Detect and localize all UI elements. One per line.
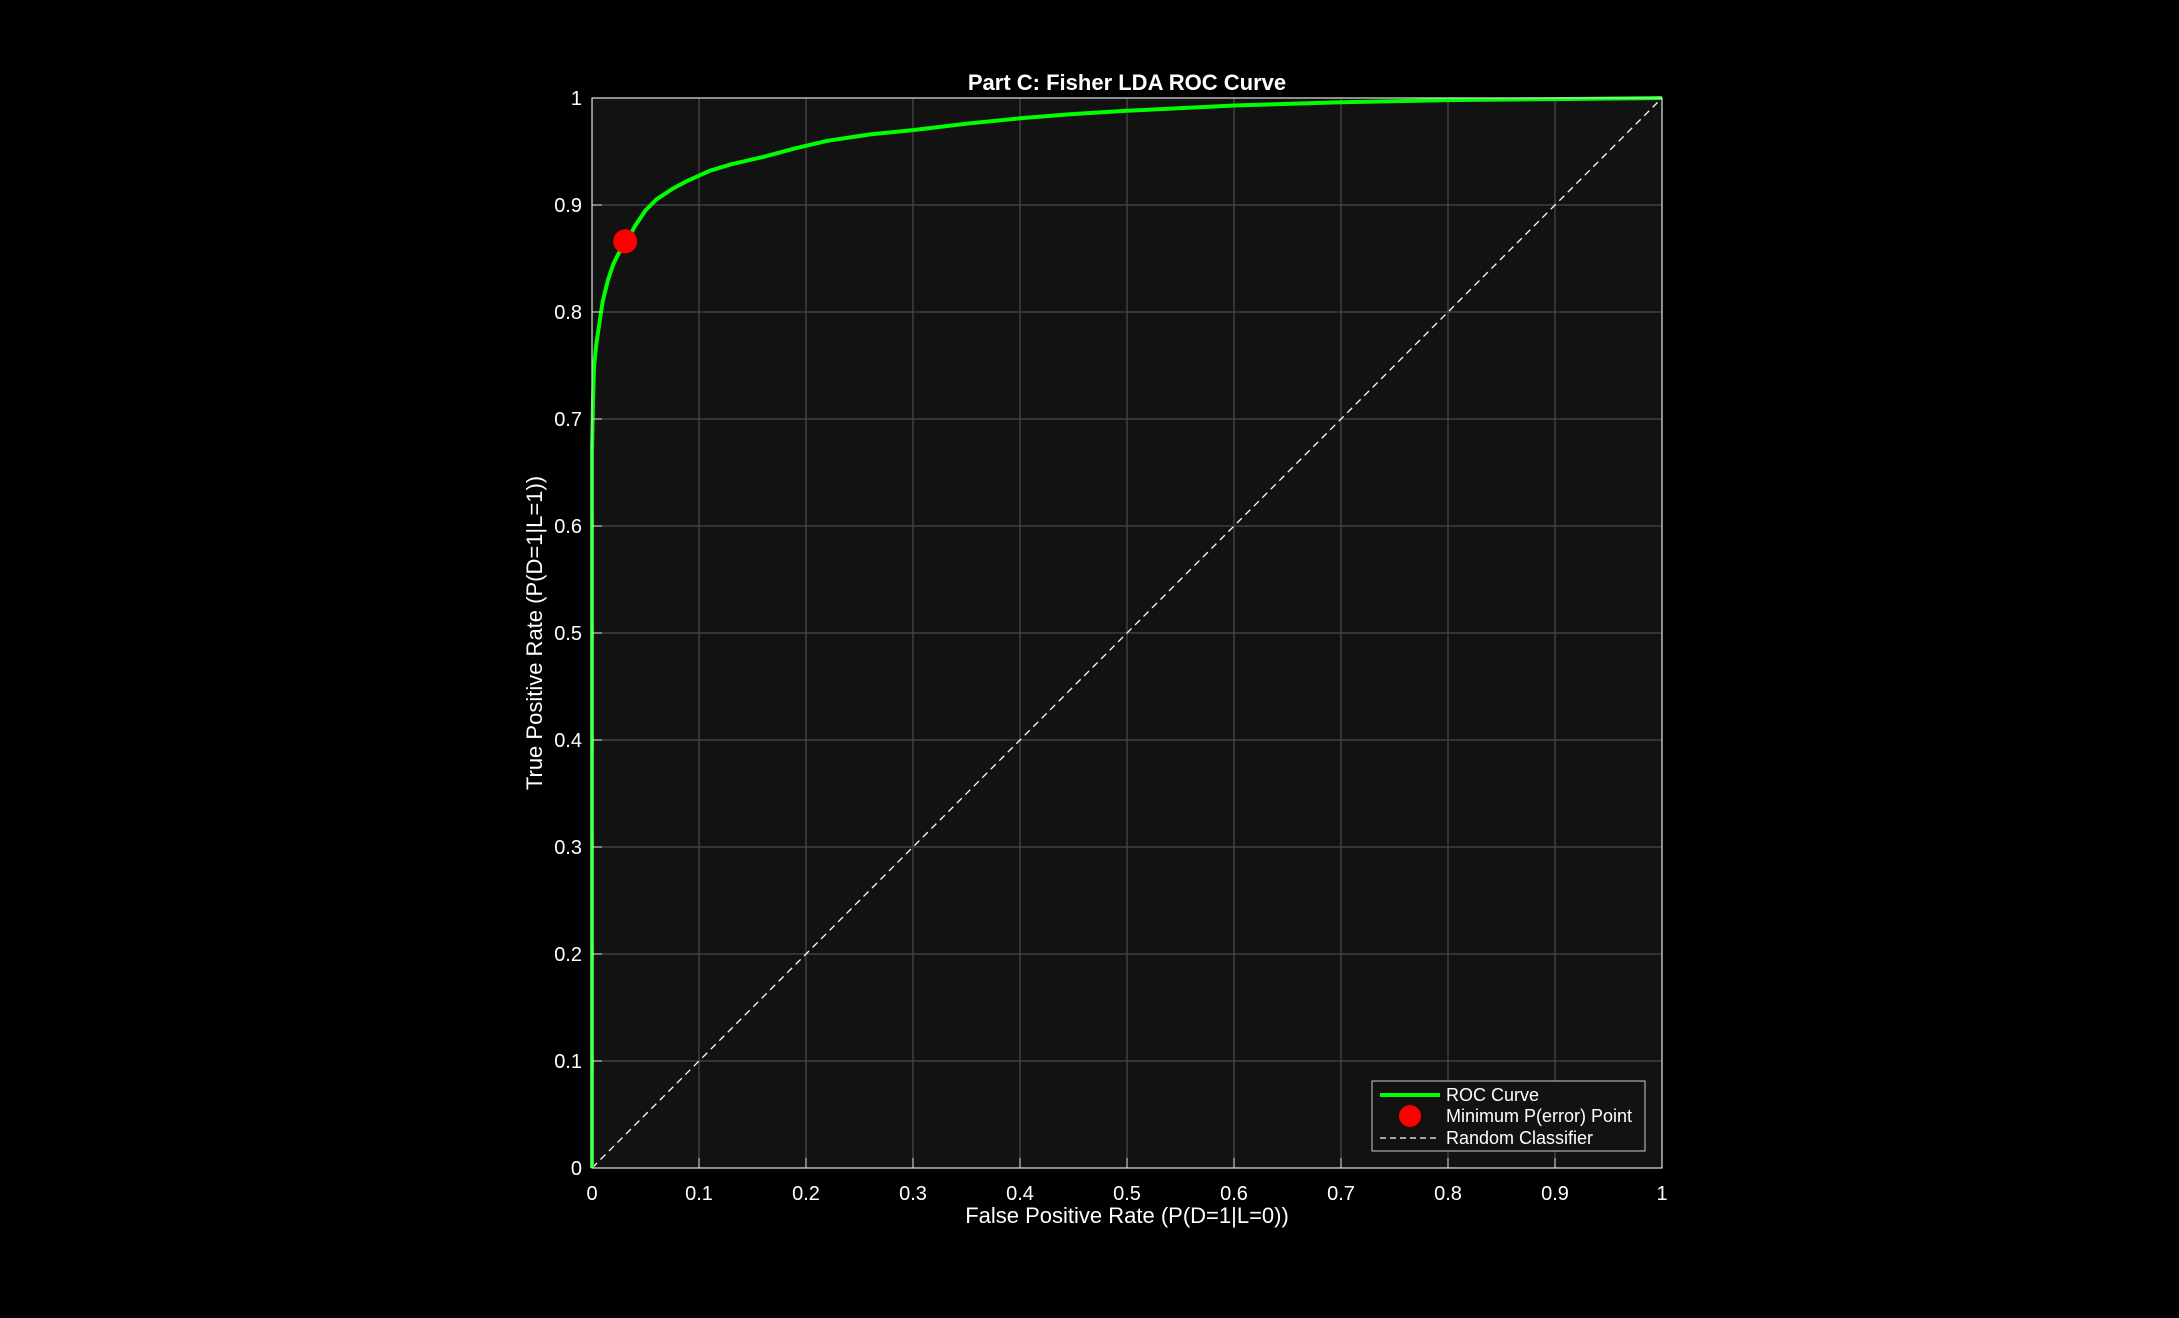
x-axis-label: False Positive Rate (P(D=1|L=0)) [965,1203,1289,1228]
legend-swatch-min-error [1399,1105,1421,1127]
y-tick-label: 0.9 [554,195,582,217]
legend-label-roc-curve: ROC Curve [1446,1085,1539,1105]
y-tick-label: 0.4 [554,730,582,752]
ticks: 0 0.1 0.2 0.3 0.4 0.5 0.6 0.7 0.8 0.9 1 0 0.1 0.2 0.3 0… [554,88,1667,1205]
legend-label-min-error: Minimum P(error) Point [1446,1106,1632,1126]
y-tick-label: 0.6 [554,516,582,538]
y-tick-label: 1 [571,88,582,110]
x-tick-label: 1 [1656,1183,1667,1205]
x-tick-label: 0.5 [1113,1183,1141,1205]
x-tick-label: 0.8 [1434,1183,1462,1205]
y-tick-label: 0.3 [554,837,582,859]
x-tick-label: 0.9 [1541,1183,1569,1205]
x-tick-label: 0.3 [899,1183,927,1205]
x-tick-label: 0 [586,1183,597,1205]
y-axis-label: True Positive Rate (P(D=1|L=1)) [522,476,547,790]
minimum-p-error-point-marker [613,229,638,254]
legend: ROC Curve Minimum P(error) Point Random … [1371,1080,1646,1152]
random-classifier-line [591,97,1663,1169]
chart-title: Part C: Fisher LDA ROC Curve [968,70,1286,95]
y-tick-label: 0.2 [554,944,582,966]
y-tick-label: 0.7 [554,409,582,431]
x-tick-label: 0.2 [792,1183,820,1205]
roc-curve-line [590,96,1663,1168]
x-tick-label: 0.6 [1220,1183,1248,1205]
series-layer [590,96,1663,1169]
y-tick-label: 0.8 [554,302,582,324]
legend-label-random: Random Classifier [1446,1128,1593,1148]
x-tick-label: 0.4 [1006,1183,1034,1205]
y-tick-label: 0.1 [554,1051,582,1073]
x-tick-label: 0.7 [1327,1183,1355,1205]
y-tick-label: 0 [571,1158,582,1180]
y-tick-label: 0.5 [554,623,582,645]
x-tick-label: 0.1 [685,1183,713,1205]
